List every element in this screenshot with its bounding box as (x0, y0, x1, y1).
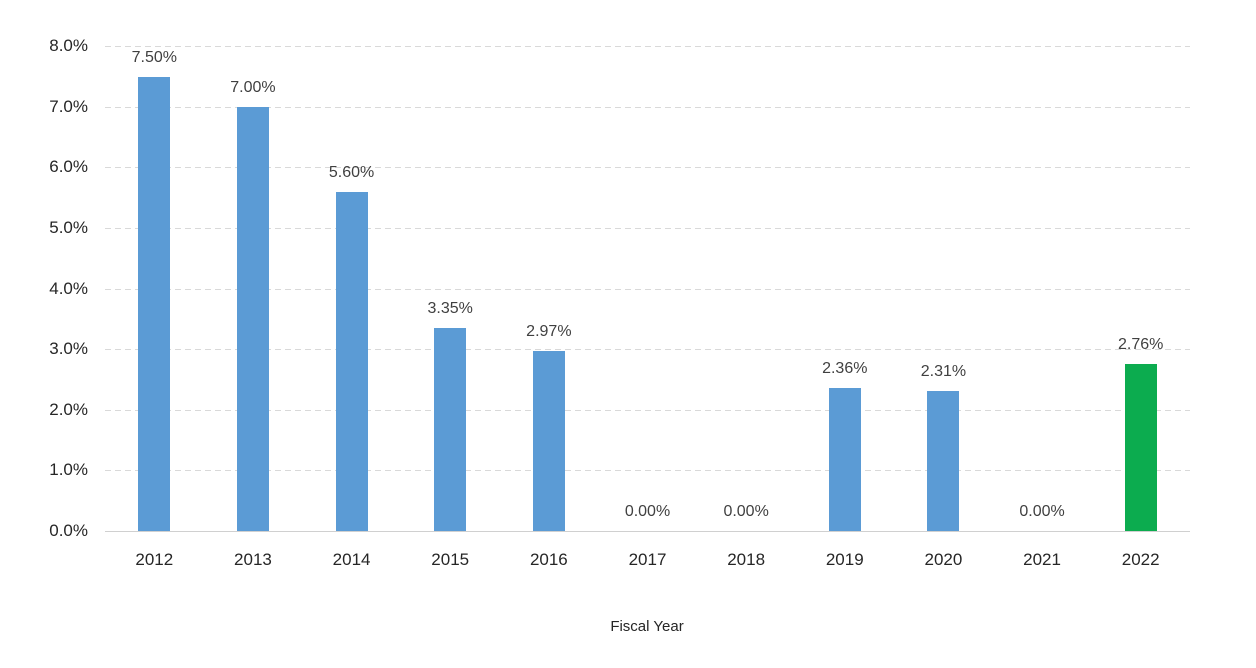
x-tick-label-2021: 2021 (1023, 550, 1061, 569)
data-label-2015: 3.35% (427, 299, 473, 317)
data-label-2019: 2.36% (822, 359, 868, 377)
gridline-3.0% (105, 349, 1190, 351)
bar-2012 (138, 76, 171, 531)
bar-2014 (335, 191, 368, 531)
y-tick-label-1.0%: 1.0% (49, 460, 88, 480)
bar-2020 (927, 391, 960, 531)
y-tick-label-6.0%: 6.0% (49, 157, 88, 177)
x-tick-label-2013: 2013 (234, 550, 272, 569)
x-axis-line (105, 531, 1190, 532)
x-tick-label-2017: 2017 (628, 550, 667, 569)
data-label-2013: 7.00% (230, 78, 276, 96)
bar-2013 (236, 106, 269, 531)
gridline-1.0% (105, 470, 1190, 472)
x-tick-label-2019: 2019 (825, 550, 864, 569)
data-label-2017: 0.00% (624, 503, 671, 520)
y-tick-label-8.0%: 8.0% (49, 36, 88, 56)
y-tick-label-7.0%: 7.0% (49, 96, 88, 116)
gridline-6.0% (105, 167, 1190, 169)
data-label-2012: 7.50% (131, 48, 177, 66)
y-tick-label-2.0%: 2.0% (49, 399, 88, 419)
data-label-2016: 2.97% (526, 323, 572, 341)
bar-2015 (434, 327, 467, 531)
gridline-2.0% (105, 409, 1190, 411)
y-tick-label-5.0%: 5.0% (49, 218, 88, 237)
y-tick-label-4.0%: 4.0% (49, 278, 88, 298)
data-label-2014: 5.60% (328, 163, 375, 181)
x-axis-title: Fiscal Year (610, 618, 684, 635)
x-tick-label-2016: 2016 (529, 550, 568, 569)
x-tick-label-2012: 2012 (135, 550, 174, 569)
gridline-4.0% (105, 288, 1190, 290)
gridline-7.0% (105, 106, 1190, 108)
x-tick-label-2014: 2014 (332, 550, 371, 569)
x-tick-label-2020: 2020 (924, 550, 963, 569)
x-tick-label-2015: 2015 (431, 550, 470, 569)
data-label-2020: 2.31% (920, 363, 967, 380)
gridline-8.0% (105, 46, 1190, 48)
y-tick-label-3.0%: 3.0% (49, 339, 88, 359)
data-label-2021: 0.00% (1019, 503, 1065, 520)
x-tick-label-2022: 2022 (1121, 550, 1160, 569)
x-tick-label-2018: 2018 (727, 550, 766, 569)
gridline-5.0% (105, 228, 1190, 229)
bar-2022 (1124, 363, 1157, 531)
data-label-2022: 2.76% (1117, 335, 1164, 353)
y-tick-label-0.0%: 0.0% (49, 521, 88, 540)
bar-2019 (828, 387, 861, 531)
data-label-2018: 0.00% (723, 503, 769, 520)
bar-2016 (532, 351, 565, 531)
